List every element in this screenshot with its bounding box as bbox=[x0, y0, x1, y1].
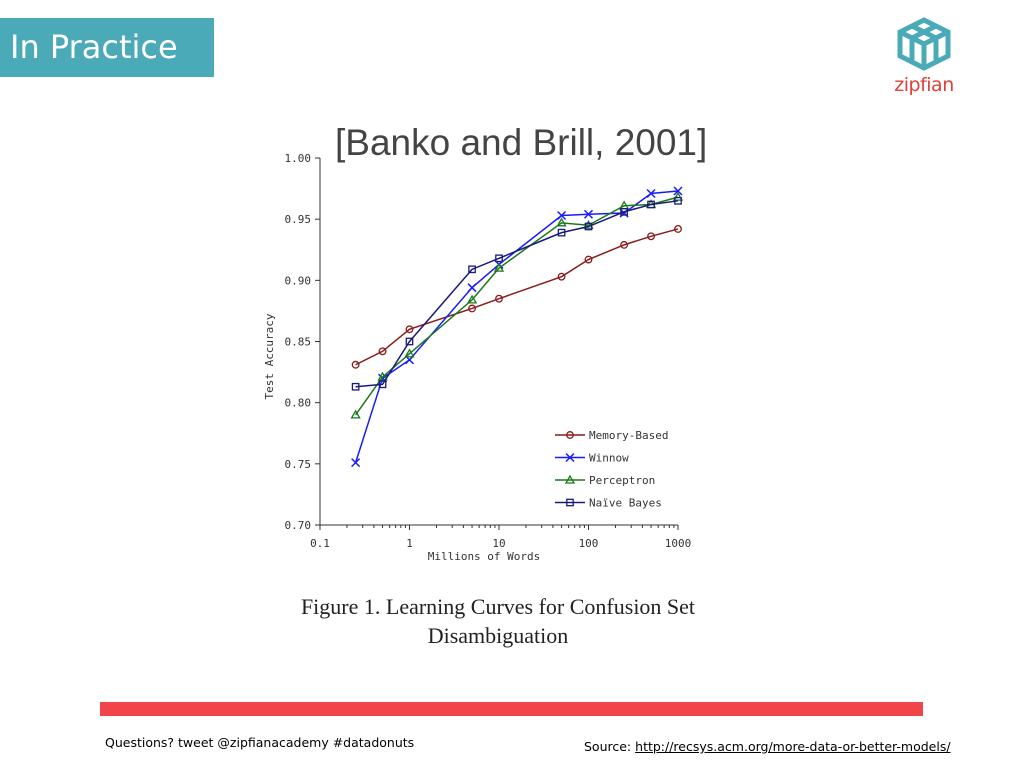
slide-title: In Practice bbox=[0, 18, 214, 77]
learning-curves-chart: 0.70 0.75 0.80 0.85 0.90 0.95 1.00 0.1 1 10 100 100… bbox=[263, 152, 692, 563]
data-point-perceptron bbox=[404, 348, 415, 358]
y-tick-label: 0.85 bbox=[285, 336, 312, 349]
legend-marker-na-ve-bayes bbox=[566, 498, 574, 507]
legend-marker-perceptron bbox=[564, 474, 576, 484]
series-line-na-ve-bayes bbox=[355, 200, 679, 388]
series-line-perceptron bbox=[355, 196, 679, 416]
data-point-memory-based bbox=[647, 232, 656, 241]
data-point-na-ve-bayes bbox=[584, 222, 593, 231]
caption-line-1: Figure 1. Learning Curves for Confusion … bbox=[300, 594, 696, 619]
footer-source: Source: http://recsys.acm.org/more-data-… bbox=[584, 739, 951, 754]
x-tick-label: 100 bbox=[579, 537, 599, 550]
zipfian-logo: zipfian bbox=[888, 16, 960, 100]
data-point-perceptron bbox=[556, 217, 567, 227]
legend-label-na-ve-bayes: Naïve Bayes bbox=[589, 497, 662, 510]
data-point-winnow bbox=[646, 188, 656, 199]
data-point-memory-based bbox=[674, 225, 682, 233]
x-tick-label: 1 bbox=[406, 537, 413, 550]
data-point-na-ve-bayes bbox=[557, 228, 566, 237]
y-tick-label: 0.80 bbox=[285, 397, 312, 410]
series-line-memory-based bbox=[355, 228, 679, 366]
legend-marker-winnow bbox=[565, 452, 575, 463]
data-point-na-ve-bayes bbox=[468, 265, 476, 274]
footer-questions: Questions? tweet @zipfianacademy #datado… bbox=[105, 735, 415, 750]
data-point-na-ve-bayes bbox=[620, 207, 628, 216]
legend-marker-memory-based bbox=[566, 431, 574, 439]
data-point-perceptron bbox=[672, 191, 684, 201]
logo-text: zipfian bbox=[894, 74, 954, 96]
y-tick-label: 0.90 bbox=[285, 274, 312, 287]
caption-line-2: Disambiguation bbox=[427, 623, 569, 648]
x-tick-label: 10 bbox=[492, 537, 505, 550]
data-point-na-ve-bayes bbox=[647, 200, 655, 209]
data-point-perceptron bbox=[466, 294, 478, 304]
source-label: Source: bbox=[584, 739, 632, 754]
y-tick-label: 0.75 bbox=[285, 458, 312, 471]
y-tick-label: 0.70 bbox=[285, 519, 312, 532]
data-point-winnow bbox=[351, 458, 361, 468]
data-point-winnow bbox=[583, 209, 594, 219]
y-axis-label: Test Accuracy bbox=[263, 313, 276, 399]
series-line-winnow bbox=[354, 190, 679, 463]
data-point-memory-based bbox=[584, 255, 593, 264]
data-point-perceptron bbox=[493, 262, 505, 272]
data-point-memory-based bbox=[495, 294, 503, 303]
data-point-na-ve-bayes bbox=[351, 382, 360, 391]
data-point-na-ve-bayes bbox=[495, 254, 503, 263]
x-tick-label: 0.1 bbox=[310, 537, 330, 550]
data-point-perceptron bbox=[350, 409, 361, 419]
data-point-winnow bbox=[673, 186, 683, 196]
zipfian-cube-icon bbox=[897, 17, 951, 71]
legend-label-perceptron: Perceptron bbox=[589, 474, 655, 487]
data-point-memory-based bbox=[557, 272, 566, 281]
data-point-memory-based bbox=[351, 360, 360, 369]
legend-label-memory-based: Memory-Based bbox=[589, 429, 668, 442]
data-point-perceptron bbox=[583, 219, 594, 229]
data-point-memory-based bbox=[468, 304, 477, 313]
x-tick-label: 1000 bbox=[665, 537, 692, 550]
y-tick-label: 0.95 bbox=[285, 213, 312, 226]
source-link[interactable]: http://recsys.acm.org/more-data-or-bette… bbox=[635, 739, 951, 754]
data-point-memory-based bbox=[620, 240, 629, 249]
data-point-winnow bbox=[467, 283, 477, 293]
data-point-memory-based bbox=[378, 347, 387, 356]
data-point-perceptron bbox=[377, 371, 388, 381]
legend-label-winnow: Winnow bbox=[589, 452, 629, 465]
accent-bar bbox=[100, 702, 923, 716]
data-point-na-ve-bayes bbox=[674, 196, 682, 205]
x-axis-label: Millions of Words bbox=[428, 550, 541, 563]
data-point-na-ve-bayes bbox=[378, 380, 387, 389]
figure-caption: Figure 1. Learning Curves for Confusion … bbox=[250, 592, 746, 650]
y-tick-label: 1.00 bbox=[285, 152, 312, 165]
data-point-memory-based bbox=[405, 325, 414, 334]
chart-title: [Banko and Brill, 2001] bbox=[335, 122, 708, 163]
data-point-winnow bbox=[557, 210, 567, 221]
data-point-na-ve-bayes bbox=[405, 337, 414, 346]
